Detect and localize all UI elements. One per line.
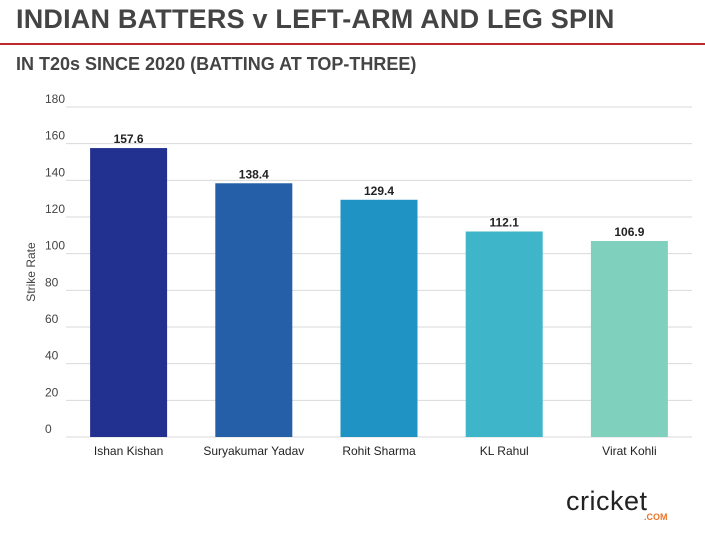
y-tick-label: 100 xyxy=(45,239,65,253)
x-tick-label: KL Rahul xyxy=(480,444,529,458)
y-tick-label: 20 xyxy=(45,385,59,399)
y-tick-label: 0 xyxy=(45,422,52,436)
y-tick-label: 140 xyxy=(45,165,65,179)
y-tick-label: 40 xyxy=(45,349,59,363)
data-label: 129.4 xyxy=(364,184,394,198)
chart-title: INDIAN BATTERS v LEFT-ARM AND LEG SPIN xyxy=(16,4,615,34)
y-tick-label: 120 xyxy=(45,202,65,216)
y-tick-label: 160 xyxy=(45,129,65,143)
x-tick-label: Ishan Kishan xyxy=(94,444,163,458)
bars xyxy=(90,148,668,438)
bar xyxy=(590,241,668,437)
bar xyxy=(340,199,418,437)
data-label: 138.4 xyxy=(239,167,269,181)
x-tick-label: Virat Kohli xyxy=(602,444,656,458)
data-label: 106.9 xyxy=(614,225,644,239)
y-tick-label: 180 xyxy=(45,92,65,106)
data-label: 157.6 xyxy=(114,132,144,146)
x-tick-labels: Ishan Kishan Suryakumar Yadav Rohit Sharma… xyxy=(94,444,657,458)
chart-subtitle: IN T20s SINCE 2020 (BATTING AT TOP-THREE… xyxy=(16,54,417,74)
bar xyxy=(215,183,293,437)
y-tick-labels: 0 20 40 60 80 100 120 140 160 180 xyxy=(45,92,65,436)
bar xyxy=(465,231,543,437)
cricket-com-logo: cricket .COM xyxy=(566,486,668,522)
data-label: 112.1 xyxy=(490,215,520,229)
x-tick-label: Rohit Sharma xyxy=(342,444,416,458)
y-tick-label: 60 xyxy=(45,312,59,326)
y-axis-label: Strike Rate xyxy=(24,242,38,302)
logo-wordmark: cricket xyxy=(566,486,648,516)
data-labels: 157.6 138.4 129.4 112.1 106.9 xyxy=(114,132,645,239)
x-tick-label: Suryakumar Yadav xyxy=(203,444,304,458)
title-divider xyxy=(0,43,705,45)
y-tick-label: 80 xyxy=(45,275,59,289)
logo-domain: .COM xyxy=(644,512,668,522)
bar xyxy=(90,148,168,438)
